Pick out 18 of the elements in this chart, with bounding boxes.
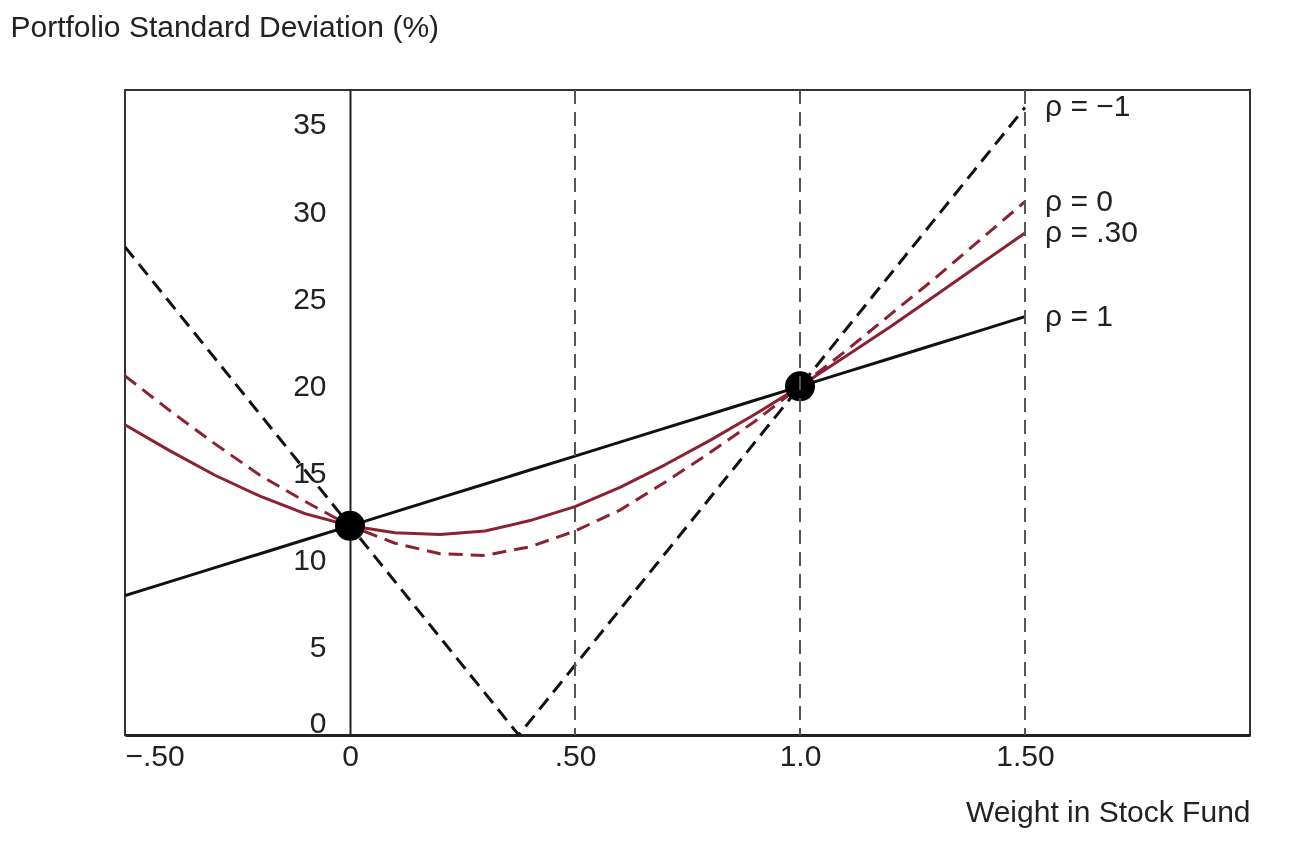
x-axis-title: Weight in Stock Fund: [965, 794, 1251, 828]
y-tick-label: 15: [293, 456, 327, 490]
y-tick-label: 30: [293, 194, 327, 228]
y-tick-label: 10: [293, 543, 327, 577]
series-label: ρ = 1: [1045, 298, 1113, 332]
y-tick-label: 0: [309, 705, 327, 739]
series-label: ρ = −1: [1045, 89, 1131, 123]
y-tick-label: 5: [309, 630, 327, 664]
x-tick-label: 1.50: [996, 738, 1055, 772]
y-tick-label: 20: [293, 368, 327, 402]
x-tick-label: .50: [554, 738, 597, 772]
y-axis-title: Portfolio Standard Deviation (%): [10, 9, 440, 43]
line-series: [125, 315, 1027, 598]
x-tick-label: 0: [342, 738, 359, 772]
y-tick-label: 25: [293, 281, 327, 315]
x-tick-label: −.50: [125, 738, 185, 772]
y-tick-label: 35: [293, 107, 327, 141]
x-tick-label: 1.0: [779, 738, 822, 772]
